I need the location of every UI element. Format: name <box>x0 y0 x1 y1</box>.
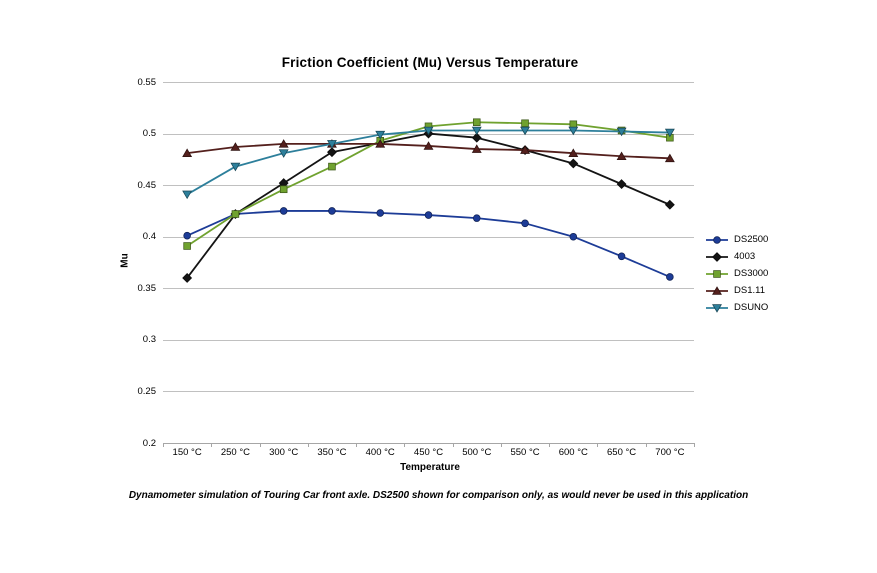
y-tick-label: 0.2 <box>142 437 156 449</box>
triangle-up-marker <box>616 151 627 161</box>
x-tick-label: 350 °C <box>317 447 347 458</box>
circle-icon <box>713 235 721 244</box>
caption: Dynamometer simulation of Touring Car fr… <box>128 490 749 501</box>
series-DS2500 <box>183 207 674 281</box>
circle-marker <box>617 252 626 261</box>
triangle-down-icon <box>712 303 722 313</box>
triangle-up-marker <box>278 139 289 148</box>
legend-marker-DS2500-icon <box>706 235 728 244</box>
square-icon <box>713 269 721 278</box>
y-tick-label: 0.5 <box>142 128 156 140</box>
legend-marker-4003-icon <box>706 251 728 262</box>
circle-marker <box>376 209 385 217</box>
circle-marker <box>328 207 336 215</box>
legend-label: DS3000 <box>734 268 769 279</box>
triangle-down-marker <box>664 128 675 138</box>
y-tick-label: 0.25 <box>137 385 157 397</box>
diamond-marker <box>664 199 675 210</box>
triangle-up-marker <box>375 139 386 148</box>
circle-marker <box>666 273 674 281</box>
triangle-down-marker <box>327 140 337 149</box>
square-marker <box>183 242 191 250</box>
circle-marker <box>472 214 481 222</box>
triangle-down-marker <box>278 149 289 158</box>
triangle-down-marker <box>568 126 579 136</box>
x-tick-label: 150 °C <box>172 447 202 458</box>
triangle-up-marker <box>182 148 193 157</box>
y-tick-label: 0.55 <box>137 76 157 88</box>
triangle-down-marker <box>230 162 241 172</box>
circle-marker <box>279 207 288 215</box>
x-tick-label: 600 °C <box>558 447 588 458</box>
triangle-up-icon <box>712 285 722 295</box>
legend-item-DS2500: DS2500 <box>705 231 768 248</box>
circle-marker <box>183 231 191 240</box>
circle-marker <box>569 232 578 241</box>
legend-label: DS2500 <box>734 234 769 245</box>
legend-label: DSUNO <box>734 302 769 313</box>
triangle-up-marker <box>423 141 434 150</box>
triangle-down-marker <box>520 126 530 136</box>
x-tick-label: 550 °C <box>510 447 540 458</box>
diamond-marker <box>471 132 482 143</box>
series-DSUNO <box>182 126 675 200</box>
x-axis-ticks <box>163 443 695 447</box>
square-marker <box>521 119 529 128</box>
legend-item-DS1.11: DS1.11 <box>705 282 768 299</box>
chart-legend: DS2500 4003 DS3000 DS1.11 DSUNO <box>705 231 768 316</box>
chart-title: Friction Coefficient (Mu) Versus Tempera… <box>281 55 579 70</box>
y-tick-label: 0.45 <box>137 179 157 191</box>
circle-marker <box>521 219 529 228</box>
legend-marker-DS1.11-icon <box>706 285 728 295</box>
triangle-down-marker <box>423 126 434 136</box>
x-tick-label: 650 °C <box>607 447 637 458</box>
legend-item-DSUNO: DSUNO <box>705 299 768 316</box>
legend-item-4003: 4003 <box>705 248 768 265</box>
y-tick-label: 0.3 <box>142 334 156 346</box>
square-marker <box>279 185 288 194</box>
y-tick-label: 0.35 <box>137 282 157 294</box>
x-tick-label: 450 °C <box>413 447 444 458</box>
square-marker <box>569 120 578 129</box>
triangle-up-marker <box>520 145 530 154</box>
square-marker <box>328 162 336 171</box>
diamond-icon <box>712 251 722 262</box>
square-marker <box>472 118 481 127</box>
triangle-down-marker <box>616 127 627 137</box>
legend-item-DS3000: DS3000 <box>705 265 768 282</box>
x-tick-label: 300 °C <box>269 447 299 458</box>
legend-marker-DS3000-icon <box>706 269 728 278</box>
y-tick-label: 0.4 <box>142 231 156 243</box>
triangle-down-marker <box>471 126 482 136</box>
x-tick-label: 700 °C <box>655 447 685 458</box>
x-tick-label: 500 °C <box>462 447 492 458</box>
triangle-up-marker <box>471 144 482 153</box>
x-tick-label: 400 °C <box>365 447 395 458</box>
diamond-marker <box>616 179 627 190</box>
series-4003 <box>182 128 675 283</box>
legend-label: 4003 <box>734 251 756 262</box>
triangle-up-marker <box>568 148 579 157</box>
legend-marker-DSUNO-icon <box>706 303 728 313</box>
diamond-marker <box>568 158 579 169</box>
x-axis-title: Temperature <box>400 462 460 473</box>
x-tick-label: 250 °C <box>220 447 250 458</box>
series-DS1.11 <box>182 139 675 163</box>
square-marker <box>231 210 240 218</box>
diamond-marker <box>182 273 193 283</box>
triangle-up-marker <box>230 142 241 151</box>
circle-marker <box>424 211 433 219</box>
triangle-up-marker <box>664 153 675 163</box>
diamond-marker <box>327 147 337 158</box>
triangle-down-marker <box>375 130 386 140</box>
legend-label: DS1.11 <box>734 285 765 296</box>
y-axis-title: Mu <box>119 253 131 268</box>
triangle-down-marker <box>182 190 193 200</box>
